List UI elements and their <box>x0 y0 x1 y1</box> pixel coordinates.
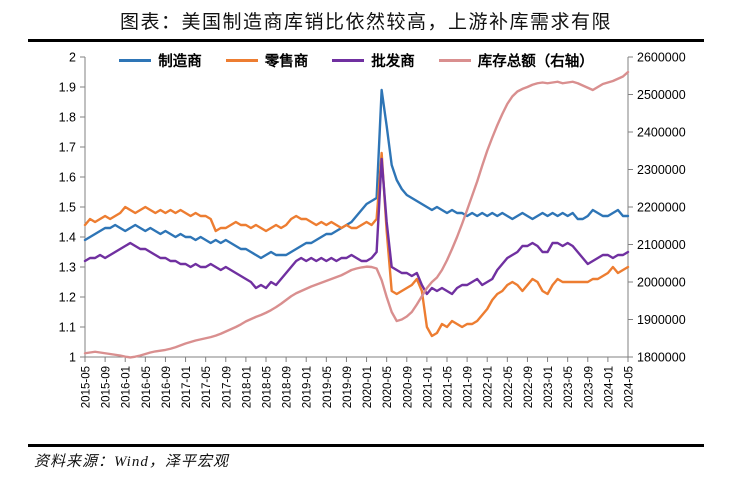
x-axis-label: 2015-05 <box>81 366 93 408</box>
x-axis-label: 2016-09 <box>161 366 173 408</box>
line-total-inventory <box>83 70 630 359</box>
x-axis-label: 2022-09 <box>523 366 535 408</box>
x-axis-label: 2018-05 <box>262 366 274 408</box>
y-axis-left-label: 1.8 <box>59 111 76 125</box>
y-axis-right-label: 2300000 <box>637 163 686 177</box>
line-retailers <box>83 151 630 338</box>
y-axis-left-label: 1.9 <box>59 81 76 95</box>
legend-label-manufacturers: 制造商 <box>158 54 202 70</box>
legend-swatch-retailers <box>225 59 258 62</box>
legend-label-total-inventory: 库存总额（右轴） <box>477 54 594 70</box>
line-manufacturers <box>83 88 630 260</box>
x-axis: 2015-05 2015-09 2016-01 2016-05 2016-09 2017-… <box>81 357 636 408</box>
legend-label-retailers: 零售商 <box>264 54 309 70</box>
x-axis-label: 2024-05 <box>624 366 636 408</box>
x-axis-label: 2022-05 <box>503 366 515 408</box>
x-axis-label: 2021-01 <box>422 366 434 408</box>
y-axis-left-label: 1.5 <box>59 201 76 215</box>
x-axis-label: 2015-09 <box>101 366 113 408</box>
y-axis-left: 2 1.9 1.8 1.7 1.6 1.5 1.4 1.3 1.2 1.1 1 <box>59 51 85 365</box>
y-axis-left-label: 2 <box>69 51 76 65</box>
chart-title: 图表：美国制造商库销比依然较高，上游补库需求有限 <box>119 12 612 33</box>
y-axis-left-label: 1.7 <box>59 141 76 155</box>
x-axis-label: 2020-05 <box>382 366 394 408</box>
y-axis-left-label: 1.6 <box>59 171 76 185</box>
x-axis-label: 2018-09 <box>282 366 294 408</box>
x-axis-label: 2022-01 <box>483 366 495 408</box>
y-axis-right-label: 2500000 <box>637 88 686 102</box>
legend-item-total-inventory: 库存总额（右轴） <box>438 50 594 71</box>
y-axis-right-label: 2400000 <box>637 126 686 140</box>
legend-swatch-manufacturers <box>119 59 152 62</box>
y-axis-right-label: 2600000 <box>637 51 686 65</box>
x-axis-label: 2023-09 <box>583 366 595 408</box>
y-axis-right: 2600000 2500000 2400000 2300000 2200000 21000… <box>628 51 686 365</box>
x-axis-label: 2021-09 <box>463 366 475 408</box>
legend-label-wholesalers: 批发商 <box>371 54 415 70</box>
y-axis-left-label: 1.1 <box>59 321 76 335</box>
y-axis-right-label: 1900000 <box>637 313 686 327</box>
x-axis-label: 2017-01 <box>181 366 193 408</box>
x-axis-label: 2019-05 <box>322 366 334 408</box>
source-note: 资料来源：Wind，泽平宏观 <box>34 454 229 470</box>
x-axis-label: 2019-01 <box>302 366 314 408</box>
x-axis-label: 2017-05 <box>201 366 213 408</box>
x-axis-label: 2020-01 <box>362 366 374 408</box>
legend-swatch-wholesalers <box>332 59 365 62</box>
x-axis-label: 2021-05 <box>443 366 455 408</box>
legend: 制造商 零售商 批发商 库存总额（右轴） <box>85 50 628 71</box>
legend-item-wholesalers: 批发商 <box>332 50 415 71</box>
x-axis-label: 2018-01 <box>241 366 253 408</box>
legend-item-retailers: 零售商 <box>225 50 309 71</box>
y-axis-left-label: 1.4 <box>59 231 76 245</box>
top-divider <box>28 39 704 42</box>
x-axis-label: 2024-01 <box>603 366 615 408</box>
y-axis-left-label: 1.2 <box>59 291 76 305</box>
y-axis-right-label: 2200000 <box>637 201 686 215</box>
x-axis-label: 2016-05 <box>141 366 153 408</box>
y-axis-right-label: 2000000 <box>637 276 686 290</box>
x-axis-label: 2017-09 <box>221 366 233 408</box>
x-axis-label: 2016-01 <box>121 366 133 408</box>
legend-item-manufacturers: 制造商 <box>119 50 202 71</box>
y-axis-left-label: 1 <box>69 351 76 365</box>
legend-swatch-total-inventory <box>438 59 471 62</box>
y-axis-right-label: 2100000 <box>637 238 686 252</box>
line-wholesalers <box>83 157 630 296</box>
bottom-divider <box>28 444 704 447</box>
y-axis-left-label: 1.3 <box>59 261 76 275</box>
y-axis-right-label: 1800000 <box>637 351 686 365</box>
x-axis-label: 2023-05 <box>563 366 575 408</box>
x-axis-label: 2023-01 <box>543 366 555 408</box>
plot-svg: 2 1.9 1.8 1.7 1.6 1.5 1.4 1.3 1.2 1.1 1 2600000 2500… <box>59 51 686 409</box>
x-axis-label: 2019-09 <box>342 366 354 408</box>
x-axis-label: 2020-09 <box>402 366 414 408</box>
